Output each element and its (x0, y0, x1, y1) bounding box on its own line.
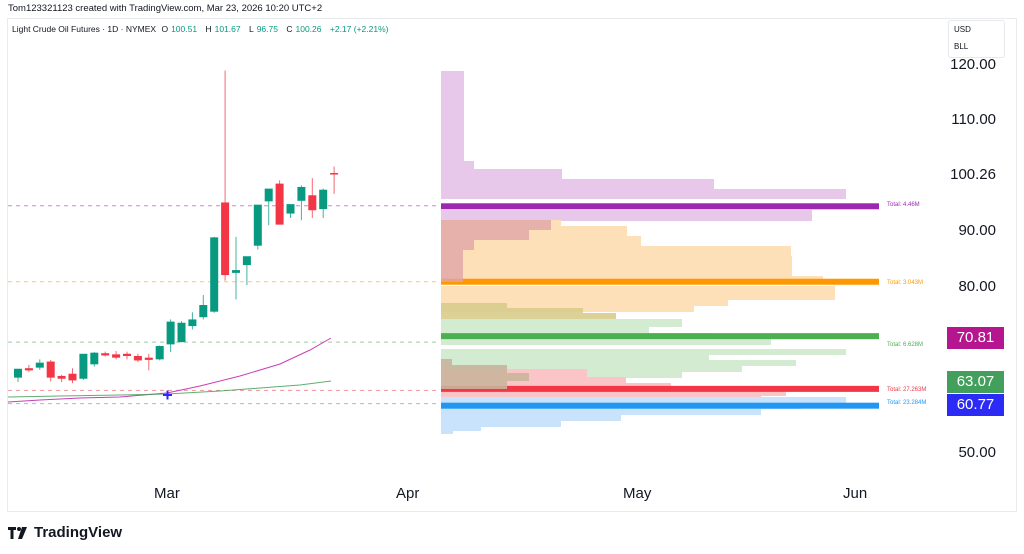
ma-fast-price-tag: 70.81 (947, 327, 1004, 349)
current-price-label: 100.26 (950, 166, 996, 183)
vp-total-label: Total: 3.043M (887, 280, 924, 286)
level-price-tag: 60.77 (947, 394, 1004, 416)
vp-total-label: Total: 6.628M (887, 342, 924, 348)
time-axis-tick: May (623, 485, 652, 502)
vp-total-label: Total: 4.46M (887, 202, 920, 208)
ohlc-low: L 96.75 (248, 24, 278, 34)
time-axis-tick: Jun (843, 485, 868, 502)
chart-credit: Tom123321123 created with TradingView.co… (8, 3, 323, 14)
time-axis-tick: Apr (396, 485, 420, 502)
time-axis-tick: Mar (154, 485, 180, 502)
chart-frame[interactable] (7, 18, 1017, 512)
price-axis-tick: 120.00 (950, 56, 996, 73)
price-axis-tick: 50.00 (958, 444, 996, 461)
symbol-name[interactable]: Light Crude Oil Futures · 1D · NYMEX (12, 24, 157, 34)
currency-unit-selector[interactable]: USD BLL (948, 20, 1005, 58)
tradingview-logo[interactable]: TradingView (8, 524, 122, 541)
ohlc-high: H 101.67 (205, 24, 241, 34)
currency-label[interactable]: USD (954, 25, 971, 34)
vp-total-label: Total: 27.263M (887, 387, 927, 393)
vp-total-label: Total: 23.284M (887, 400, 927, 406)
ohlc-open: O 100.51 (161, 24, 198, 34)
brand-name: TradingView (34, 524, 123, 541)
price-change: +2.17 (+2.21%) (329, 24, 389, 34)
ma-slow-price-tag: 63.07 (947, 371, 1004, 393)
price-axis-tick: 80.00 (958, 278, 996, 295)
tradingview-logo-icon (8, 526, 27, 539)
price-axis-tick: 110.00 (951, 111, 996, 128)
price-axis-tick: 90.00 (958, 222, 996, 239)
ohlc-close: C 100.26 (286, 24, 322, 34)
unit-label[interactable]: BLL (954, 42, 969, 51)
symbol-legend: Light Crude Oil Futures · 1D · NYMEX O 10… (12, 24, 391, 34)
